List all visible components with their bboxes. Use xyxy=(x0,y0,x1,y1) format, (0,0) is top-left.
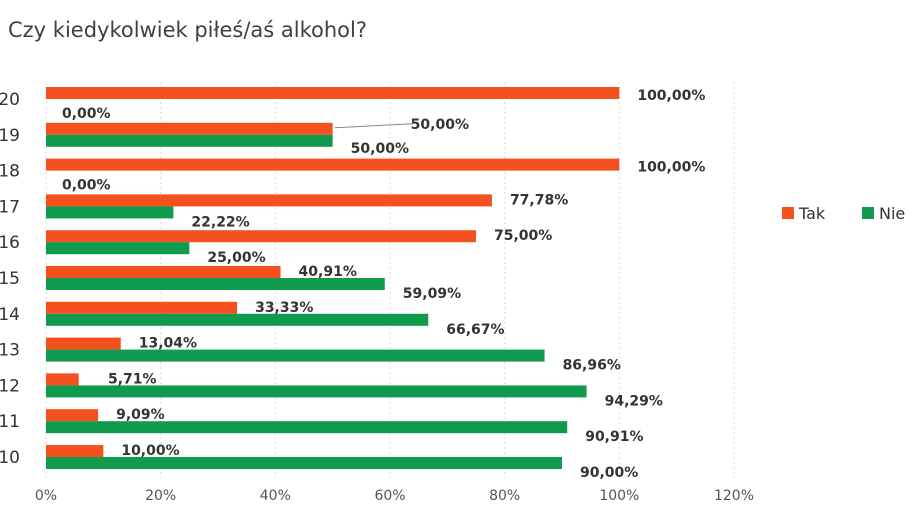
data-label-nie: 90,91% xyxy=(585,429,643,445)
bar-nie xyxy=(46,349,545,362)
category-label: 12 xyxy=(0,376,20,396)
data-label-tak: 33,33% xyxy=(255,300,313,316)
data-label-tak: 77,78% xyxy=(510,192,568,208)
chart-title: Czy kiedykolwiek piłeś/aś alkohol? xyxy=(8,18,367,42)
data-label-tak: 50,00% xyxy=(411,117,469,133)
bar-nie xyxy=(46,457,562,469)
data-label-nie: 22,22% xyxy=(191,214,249,230)
bar-tak xyxy=(46,373,79,386)
data-label-nie: 86,96% xyxy=(563,358,621,374)
data-label-nie: 25,00% xyxy=(207,250,265,266)
data-label-tak: 9,09% xyxy=(116,407,165,423)
category-label: 16 xyxy=(0,233,20,253)
x-tick-label: 60% xyxy=(374,488,405,504)
bar-nie xyxy=(46,134,333,147)
x-tick-label: 20% xyxy=(145,488,176,504)
category-label: 11 xyxy=(0,412,20,432)
data-label-tak: 10,00% xyxy=(121,443,179,459)
data-label-nie: 59,09% xyxy=(403,286,461,302)
category-label: 14 xyxy=(0,305,20,325)
legend-label-tak: Tak xyxy=(798,204,826,223)
data-label-tak: 75,00% xyxy=(494,228,552,244)
category-label: 19 xyxy=(0,126,20,146)
x-tick-label: 80% xyxy=(489,488,520,504)
category-label: 17 xyxy=(0,197,20,217)
category-label: 18 xyxy=(0,162,20,182)
bar-nie xyxy=(46,278,385,290)
category-label: 10 xyxy=(0,448,20,468)
data-label-tak: 100,00% xyxy=(637,88,705,104)
data-label-nie: 0,00% xyxy=(62,106,111,122)
leader-line xyxy=(334,123,413,129)
data-label-nie: 94,29% xyxy=(605,393,663,409)
legend-label-nie: Nie xyxy=(879,204,905,223)
category-label: 15 xyxy=(0,269,20,289)
bar-nie xyxy=(46,421,568,434)
data-label-tak: 13,04% xyxy=(139,336,197,352)
bar-tak xyxy=(46,158,620,171)
data-label-nie: 50,00% xyxy=(351,141,409,157)
data-label-tak: 40,91% xyxy=(299,264,357,280)
bar-tak xyxy=(46,122,333,135)
bar-tak xyxy=(46,301,238,314)
category-label: 20 xyxy=(0,90,20,110)
bar-tak xyxy=(46,337,121,350)
bar-nie xyxy=(46,385,587,398)
bar-tak xyxy=(46,266,281,278)
bar-nie xyxy=(46,206,174,219)
legend-swatch-tak xyxy=(782,207,794,219)
data-label-nie: 0,00% xyxy=(62,178,111,194)
bar-nie xyxy=(46,242,190,255)
x-tick-label: 40% xyxy=(260,488,291,504)
x-tick-label: 100% xyxy=(599,488,639,504)
data-label-nie: 90,00% xyxy=(580,465,638,481)
bar-tak xyxy=(46,87,620,99)
x-tick-label: 0% xyxy=(35,488,57,504)
legend-swatch-nie xyxy=(862,207,874,219)
data-label-nie: 66,67% xyxy=(446,322,504,338)
bar-tak xyxy=(46,230,476,243)
bar-nie xyxy=(46,313,429,326)
bar-tak xyxy=(46,194,492,207)
data-label-tak: 100,00% xyxy=(637,160,705,176)
bar-tak xyxy=(46,445,104,457)
data-label-tak: 5,71% xyxy=(108,371,157,387)
bar-tak xyxy=(46,409,99,422)
x-tick-label: 120% xyxy=(714,488,754,504)
category-label: 13 xyxy=(0,341,20,361)
